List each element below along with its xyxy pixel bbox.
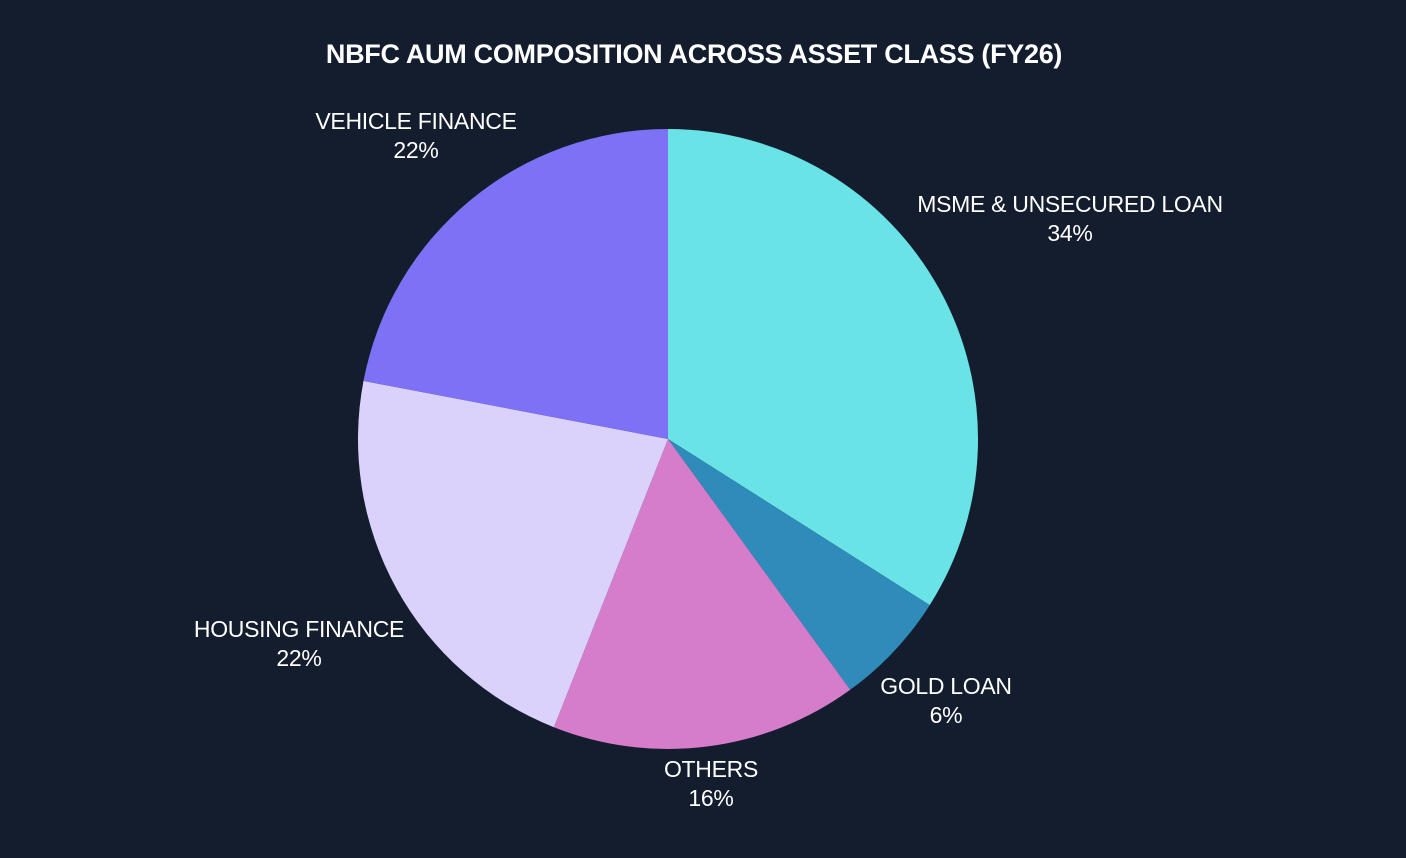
slice-value-housing-finance: 22% [276, 645, 321, 671]
slice-label-vehicle-finance: VEHICLE FINANCE [315, 108, 516, 134]
slice-value-others: 16% [688, 785, 733, 811]
pie-slices [357, 128, 979, 750]
slice-vehicle-finance [363, 128, 668, 439]
slice-housing-finance [357, 380, 668, 728]
slice-label-housing-finance: HOUSING FINANCE [194, 616, 404, 642]
slice-value-msme-and-unsecured-loan: 34% [1047, 220, 1092, 246]
slice-value-vehicle-finance: 22% [393, 137, 438, 163]
slice-value-gold-loan: 6% [930, 702, 963, 728]
slice-others [553, 439, 851, 750]
slice-label-msme-and-unsecured-loan: MSME & UNSECURED LOAN [917, 191, 1223, 217]
chart-title: NBFC AUM COMPOSITION ACROSS ASSET CLASS … [326, 39, 1062, 69]
slice-label-gold-loan: GOLD LOAN [880, 673, 1012, 699]
slice-msme-and-unsecured-loan [668, 129, 979, 606]
pie-labels: MSME & UNSECURED LOAN 34% GOLD LOAN 6% OTHER… [194, 108, 1223, 811]
slice-label-others: OTHERS [664, 756, 758, 782]
slice-gold-loan [668, 439, 930, 690]
